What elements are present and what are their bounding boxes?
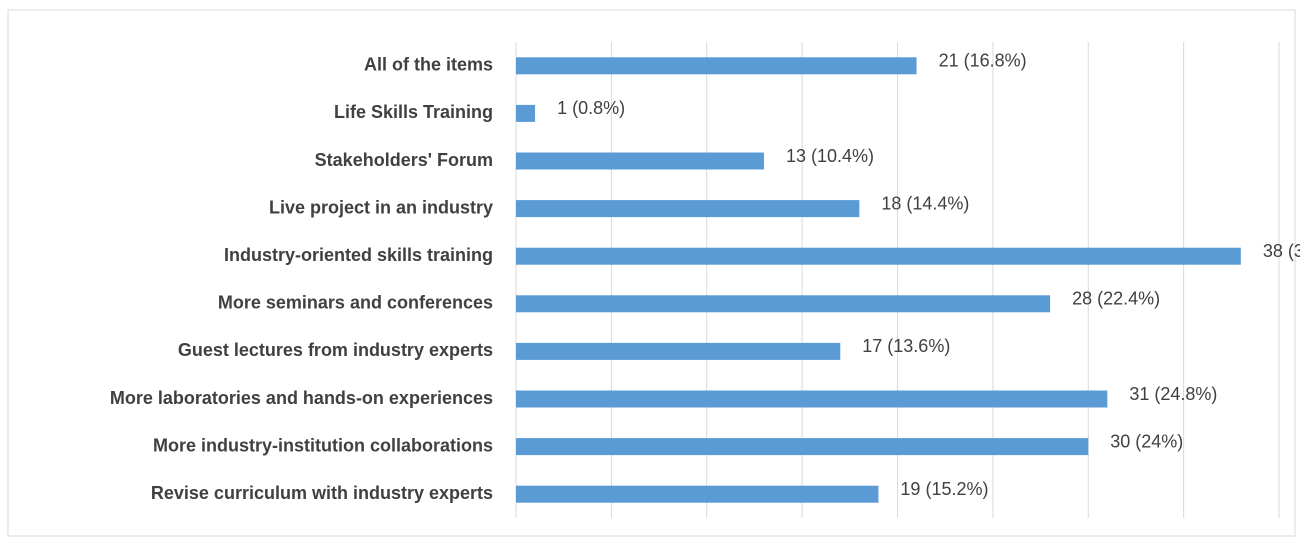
data-label: 30 (24%) [1110, 431, 1183, 451]
category-label: More laboratories and hands-on experienc… [110, 388, 493, 408]
category-label: Guest lectures from industry experts [178, 340, 493, 360]
category-label: Live project in an industry [269, 197, 493, 217]
data-label: 31 (24.8%) [1129, 384, 1217, 404]
bar [516, 200, 860, 218]
data-label: 17 (13.6%) [862, 336, 950, 356]
category-label: Stakeholders' Forum [315, 150, 493, 170]
bar [516, 247, 1241, 265]
bar [516, 152, 764, 170]
category-label: More industry-institution collaborations [153, 435, 493, 455]
bar [516, 342, 841, 360]
bar [516, 390, 1108, 408]
bar [516, 438, 1089, 456]
category-label: Life Skills Training [334, 102, 493, 122]
data-label: 38 (30.4%) [1263, 241, 1300, 261]
chart-frame [7, 9, 1296, 537]
category-label: Revise curriculum with industry experts [151, 483, 493, 503]
bar [516, 57, 917, 75]
data-label: 21 (16.8%) [939, 51, 1027, 71]
data-label: 28 (22.4%) [1072, 289, 1160, 309]
data-label: 1 (0.8%) [557, 98, 625, 118]
bar [516, 485, 879, 503]
data-label: 19 (15.2%) [900, 479, 988, 499]
category-label: Industry-oriented skills training [224, 245, 493, 265]
bar [516, 104, 536, 122]
category-label: All of the items [364, 55, 493, 75]
bar [516, 295, 1051, 313]
data-label: 18 (14.4%) [881, 193, 969, 213]
data-label: 13 (10.4%) [786, 146, 874, 166]
category-label: More seminars and conferences [218, 293, 493, 313]
